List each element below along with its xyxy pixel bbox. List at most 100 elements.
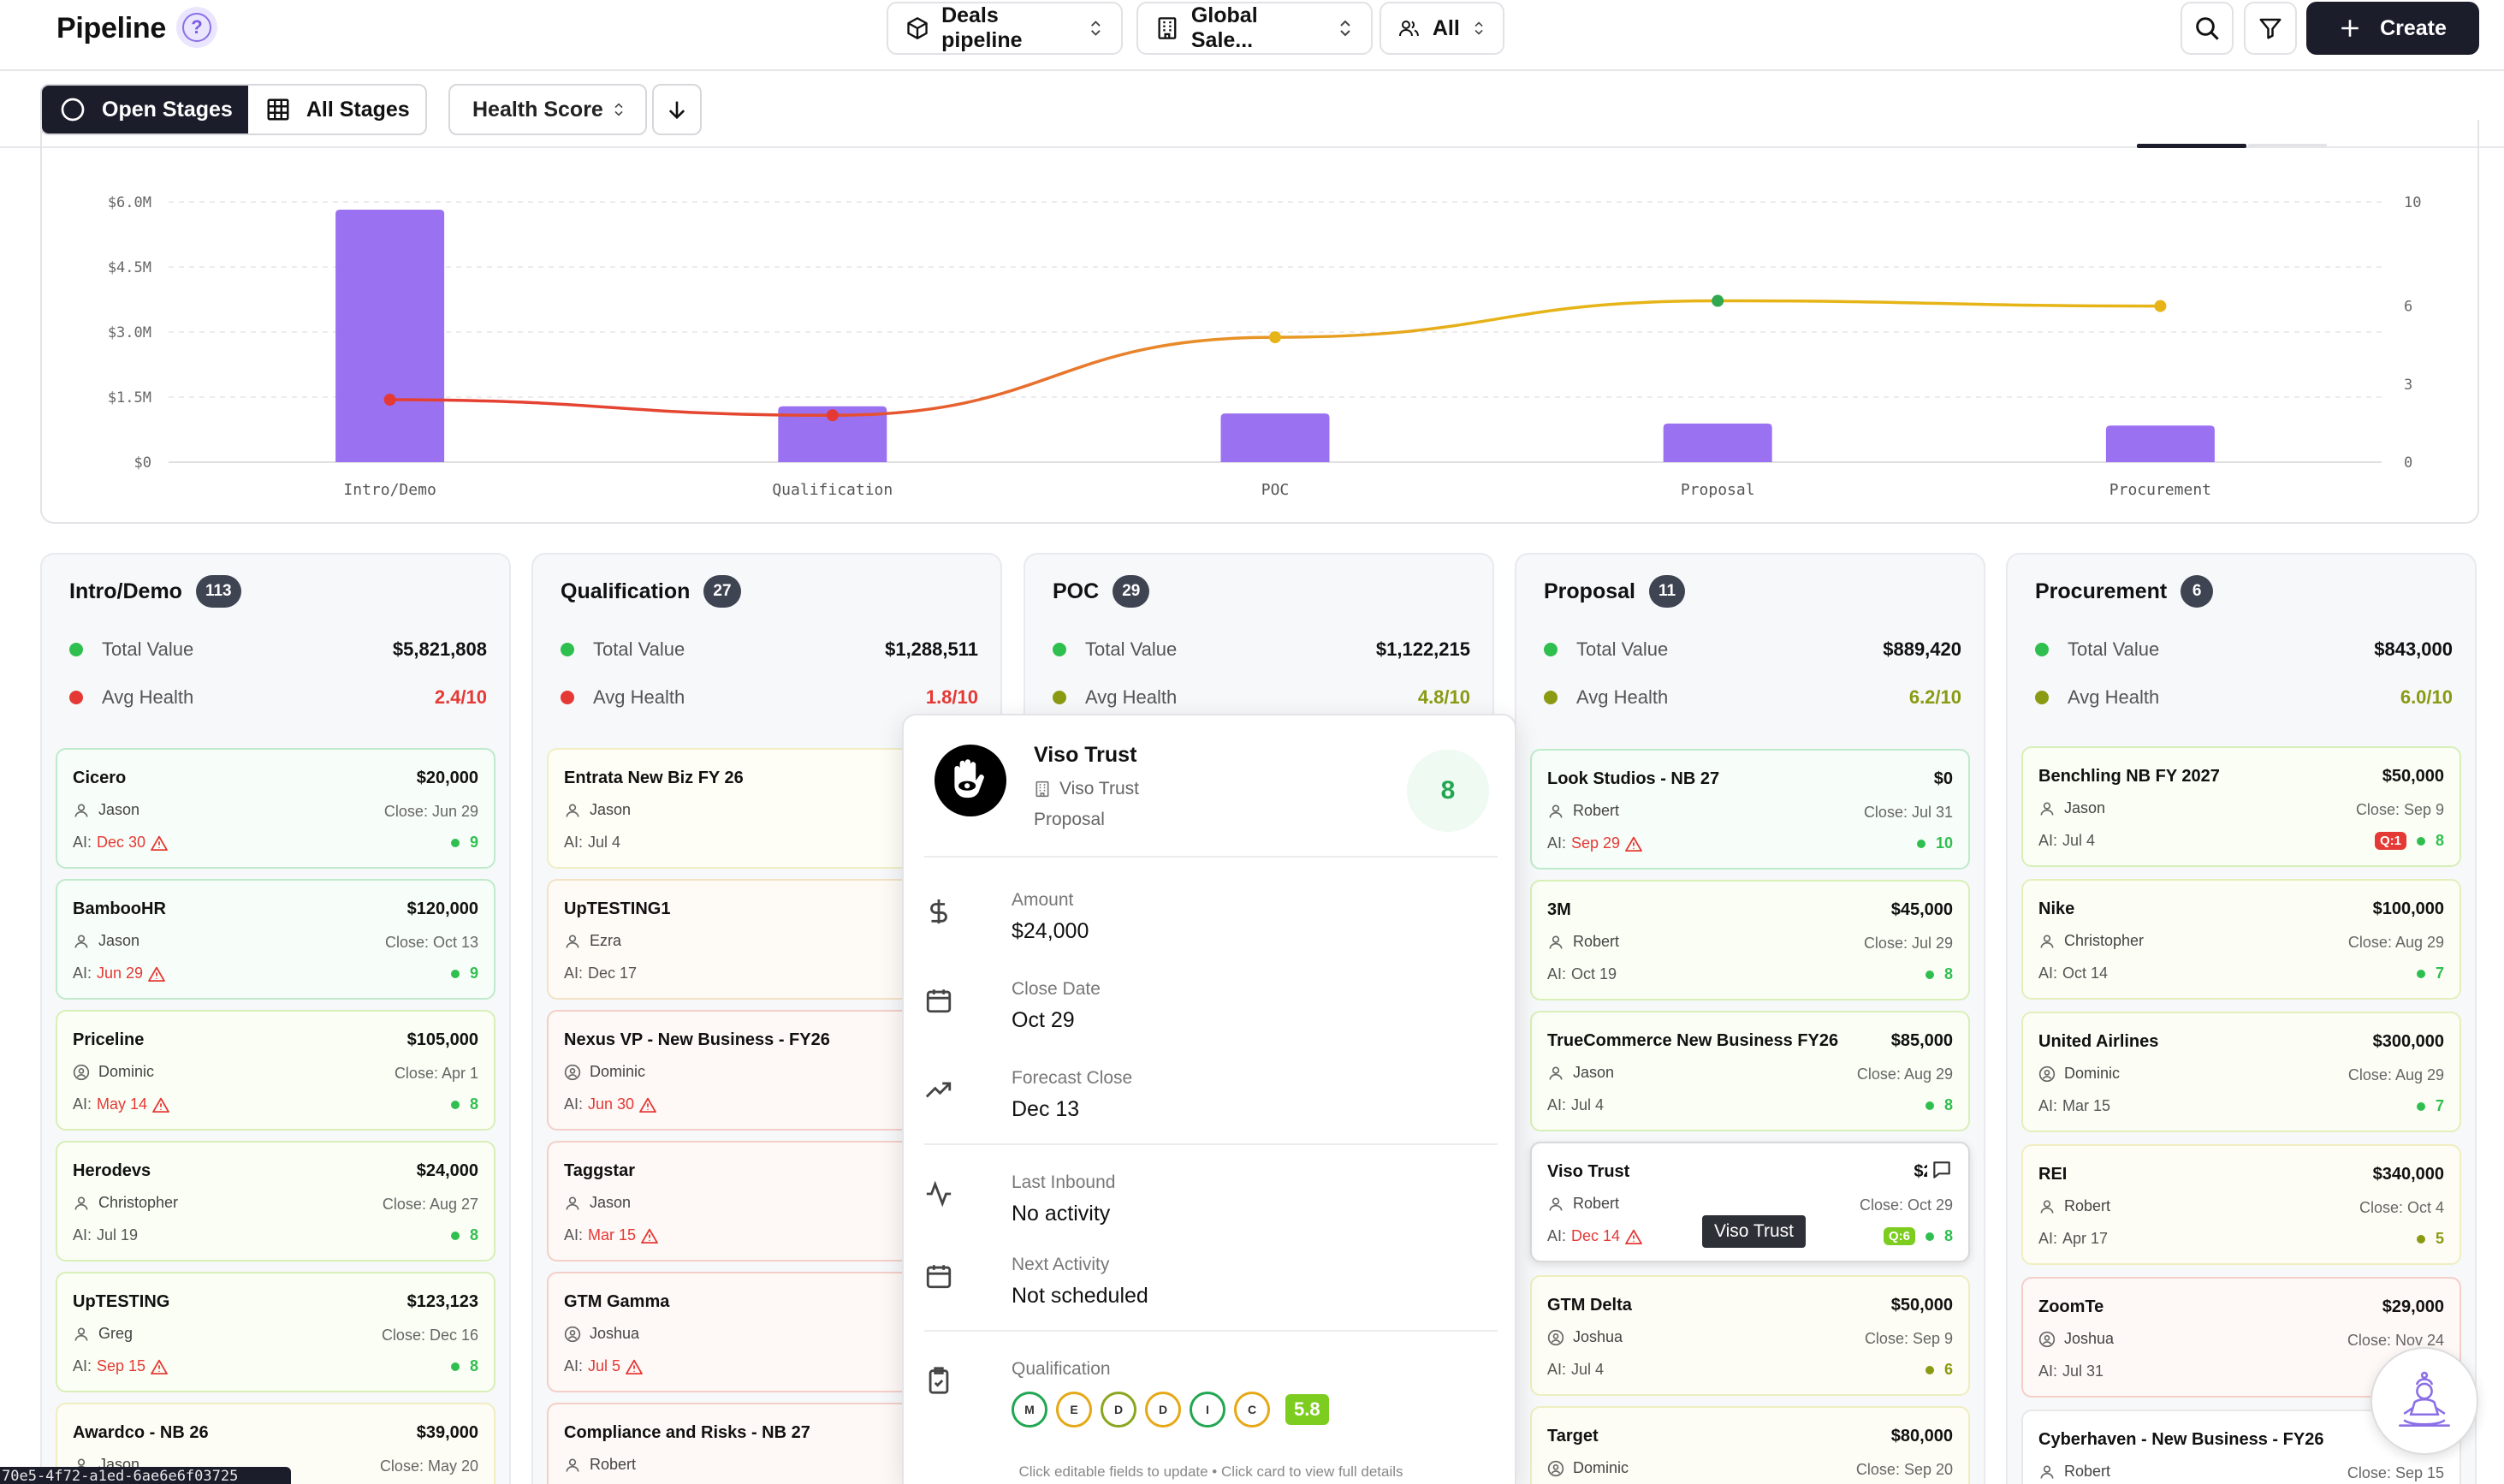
deal-amount[interactable]: $85,000	[1890, 1031, 1953, 1050]
close-date[interactable]: Close: Sep 20	[1855, 1461, 1953, 1478]
deal-card[interactable]: Benchling NB FY 2027 $50,000 Jason Close…	[2021, 746, 2461, 867]
deal-amount[interactable]: $39,000	[416, 1423, 478, 1442]
deal-amount[interactable]: $340,000	[2372, 1165, 2444, 1184]
deal-amount[interactable]: $120,000	[406, 899, 478, 918]
warning-icon	[641, 1228, 658, 1244]
close-date[interactable]: Close: Aug 29	[2347, 934, 2444, 951]
health-line	[389, 299, 2161, 418]
qualification-ring[interactable]: D	[1101, 1392, 1136, 1428]
deal-amount[interactable]: $105,000	[406, 1030, 478, 1049]
close-date[interactable]: Close: May 20	[379, 1457, 478, 1475]
qualification-ring[interactable]: D	[1145, 1392, 1181, 1428]
status-dot	[69, 643, 83, 656]
close-date[interactable]: Close: Sep 9	[1864, 1330, 1953, 1347]
create-button[interactable]: Create	[2306, 2, 2479, 55]
qualification-ring[interactable]: C	[1234, 1392, 1270, 1428]
deal-card[interactable]: BambooHR $120,000 Jason Close: Oct 13 AI…	[56, 879, 495, 1000]
deal-card[interactable]: REI $340,000 Robert Close: Oct 4 AI: Apr …	[2021, 1144, 2461, 1265]
user-icon	[1547, 934, 1564, 951]
deal-owner: Jason	[2038, 799, 2105, 817]
owner-name: Joshua	[1573, 1328, 1623, 1345]
close-date[interactable]: Close: Sep 9	[2355, 801, 2444, 818]
chevron-updown-icon	[614, 103, 623, 116]
close-date[interactable]: Close: Aug 29	[1856, 1066, 1953, 1083]
deal-amount[interactable]: $100,000	[2372, 899, 2444, 918]
sort-direction-button[interactable]	[652, 84, 702, 135]
column-header[interactable]: POC 29	[1053, 575, 1150, 608]
close-date[interactable]: Close: Aug 29	[2347, 1066, 2444, 1083]
ai-label: AI:	[2038, 965, 2058, 982]
y-left-tick-label: $0	[134, 454, 151, 472]
deal-name: GTM Gamma	[564, 1292, 670, 1311]
owner-selector[interactable]: All	[1380, 2, 1504, 55]
deal-card[interactable]: TrueCommerce New Business FY26 $85,000 J…	[1530, 1011, 1970, 1131]
total-value: $5,821,808	[392, 638, 487, 660]
deal-name: Priceline	[73, 1030, 145, 1049]
user-circle-icon	[564, 1326, 581, 1343]
deal-card[interactable]: United Airlines $300,000 Dominic Close: …	[2021, 1012, 2461, 1132]
deal-card[interactable]: Priceline $105,000 Dominic Close: Apr 1 …	[56, 1010, 495, 1131]
deal-card[interactable]: 3M $45,000 Robert Close: Jul 29 AI: Oct 1…	[1530, 880, 1970, 1000]
ai-assistant-button[interactable]	[2370, 1347, 2478, 1455]
filter-icon	[2259, 18, 2281, 39]
owner-name: Ezra	[590, 932, 622, 949]
qualification-ring[interactable]: I	[1190, 1392, 1225, 1428]
deal-amount[interactable]: $24,000	[416, 1161, 478, 1180]
deal-owner: Robert	[2038, 1463, 2110, 1481]
column-header[interactable]: Proposal 11	[1544, 575, 1686, 608]
filter-button[interactable]	[2244, 2, 2297, 55]
close-date[interactable]: Close: Nov 24	[2347, 1332, 2444, 1349]
deal-amount[interactable]: $45,000	[1890, 900, 1953, 919]
deal-amount[interactable]: $20,000	[416, 769, 478, 787]
close-date[interactable]: Close: Oct 4	[2359, 1199, 2444, 1216]
deal-name: UpTESTING	[73, 1292, 170, 1311]
close-date[interactable]: Close: Oct 29	[1859, 1196, 1953, 1214]
ai-forecast: AI: Jul 4	[1547, 1096, 1604, 1114]
comment-button[interactable]	[1927, 1155, 1956, 1184]
close-date[interactable]: Close: Sep 15	[2347, 1464, 2444, 1481]
deal-card[interactable]: Nike $100,000 Christopher Close: Aug 29 …	[2021, 879, 2461, 1000]
close-date[interactable]: Close: Jun 29	[383, 803, 478, 820]
deal-amount[interactable]: $0	[1933, 769, 1953, 788]
column-count-badge: 11	[1648, 575, 1686, 608]
popover-account[interactable]: Viso Trust	[1034, 779, 1139, 799]
deal-card[interactable]: Cicero $20,000 Jason Close: Jun 29 AI: De…	[56, 748, 495, 869]
deal-amount[interactable]: $50,000	[1890, 1296, 1953, 1315]
building-icon	[1035, 781, 1049, 798]
qualification-ring[interactable]: E	[1056, 1392, 1092, 1428]
deal-amount[interactable]: $50,000	[2382, 767, 2444, 786]
deal-amount[interactable]: $123,123	[406, 1292, 478, 1311]
help-button[interactable]: ?	[176, 7, 217, 48]
close-date[interactable]: Close: Aug 27	[382, 1196, 478, 1213]
activity-icon	[926, 1180, 952, 1208]
popover-title: Viso Trust	[1034, 743, 1137, 767]
deal-card[interactable]: Look Studios - NB 27 $0 Robert Close: Ju…	[1530, 749, 1970, 870]
deal-card[interactable]: Cyberhaven - New Business - FY26 Robert …	[2021, 1410, 2461, 1484]
deal-amount[interactable]: $80,000	[1890, 1427, 1953, 1445]
divider	[924, 856, 1498, 858]
pipeline-selector[interactable]: Deals pipeline	[887, 2, 1123, 55]
close-date[interactable]: Close: Dec 16	[381, 1327, 478, 1344]
deal-card[interactable]: GTM Delta $50,000 Joshua Close: Sep 9 AI…	[1530, 1275, 1970, 1396]
chart-toggle-fragment	[2137, 144, 2246, 148]
deal-card[interactable]: UpTESTING $123,123 Greg Close: Dec 16 AI…	[56, 1272, 495, 1392]
column-header[interactable]: Procurement 6	[2035, 575, 2214, 608]
team-selector[interactable]: Global Sale...	[1136, 2, 1373, 55]
deal-card[interactable]: Target $80,000 Dominic Close: Sep 20 AI:	[1530, 1406, 1970, 1484]
deal-card[interactable]: Herodevs $24,000 Christopher Close: Aug …	[56, 1141, 495, 1261]
all-stages-toggle[interactable]: All Stages	[248, 86, 425, 134]
close-date[interactable]: Close: Apr 1	[394, 1065, 478, 1082]
health-score-value: 8	[1943, 1227, 1953, 1244]
health-point	[2154, 300, 2167, 312]
deal-amount[interactable]: $29,000	[2382, 1297, 2444, 1316]
sort-field-selector[interactable]: Health Score	[448, 84, 647, 135]
deal-amount[interactable]: $300,000	[2372, 1032, 2444, 1051]
column-header[interactable]: Intro/Demo 113	[69, 575, 241, 608]
close-date[interactable]: Close: Jul 31	[1863, 804, 1953, 821]
qualification-ring[interactable]: M	[1012, 1392, 1047, 1428]
column-header[interactable]: Qualification 27	[561, 575, 741, 608]
open-stages-toggle[interactable]: Open Stages	[42, 86, 248, 134]
close-date[interactable]: Close: Jul 29	[1863, 935, 1953, 952]
close-date[interactable]: Close: Oct 13	[384, 934, 478, 951]
search-button[interactable]	[2181, 2, 2234, 55]
